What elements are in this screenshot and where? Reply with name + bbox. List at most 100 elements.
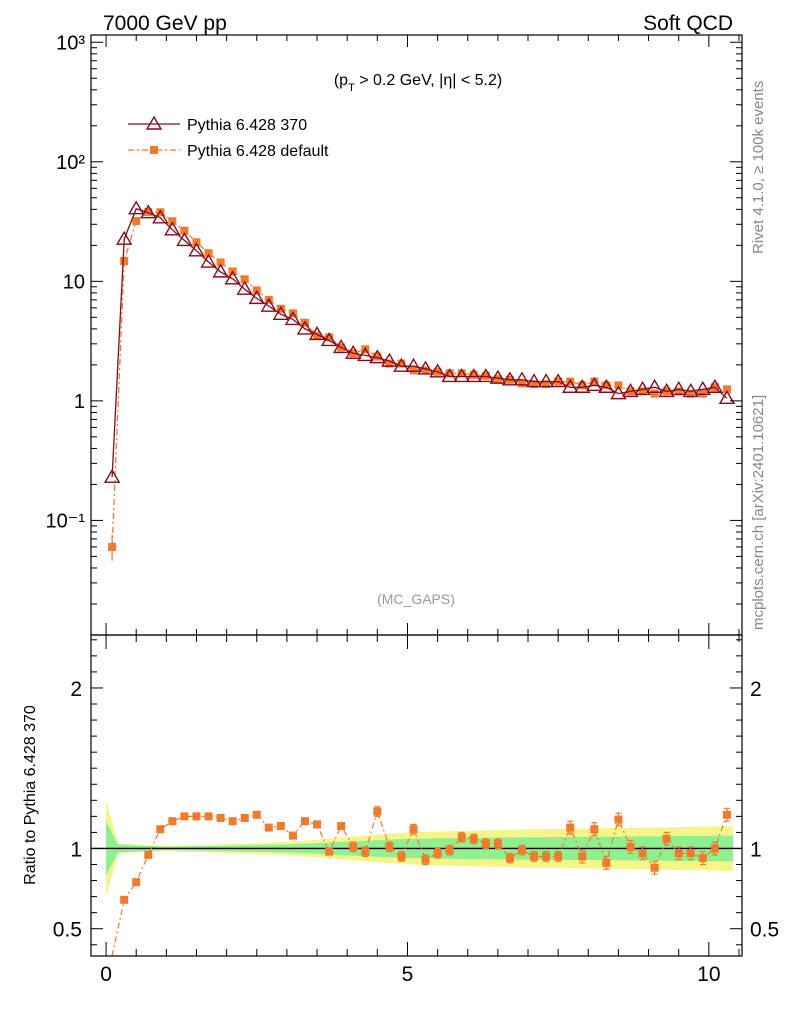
series-default-point bbox=[385, 359, 394, 368]
series-370-point bbox=[140, 204, 157, 219]
ratio-point bbox=[566, 823, 575, 832]
ratio-point bbox=[228, 817, 237, 826]
series-default-point bbox=[192, 238, 201, 247]
legend: Pythia 6.428 370 Pythia 6.428 default bbox=[128, 115, 329, 160]
series-default-point bbox=[120, 256, 129, 265]
ratio-plot-area bbox=[91, 800, 742, 957]
ratio-point bbox=[638, 849, 647, 858]
series-370-point bbox=[272, 305, 290, 320]
ratio-y-tick-label-left: 0.5 bbox=[53, 919, 82, 942]
series-370-point bbox=[260, 297, 278, 312]
series-370-point bbox=[103, 468, 121, 483]
series-370-point bbox=[489, 369, 507, 384]
legend-default-label: Pythia 6.428 default bbox=[187, 143, 329, 160]
series-370-point bbox=[284, 311, 302, 326]
ratio-point bbox=[204, 812, 213, 821]
series-370-point bbox=[429, 363, 446, 378]
series-default-point bbox=[722, 385, 731, 394]
ratio-point bbox=[180, 812, 189, 821]
series-default-point bbox=[638, 387, 647, 396]
series-default-point bbox=[542, 380, 551, 389]
ratio-point bbox=[626, 842, 635, 851]
series-370-point bbox=[115, 230, 133, 245]
series-370-point bbox=[224, 270, 241, 285]
series-370-point bbox=[393, 357, 410, 372]
series-default-point bbox=[578, 381, 587, 390]
header-right: Soft QCD bbox=[643, 12, 733, 35]
series-370-point bbox=[369, 349, 386, 364]
series-default-point bbox=[457, 369, 466, 378]
ratio-point bbox=[554, 852, 563, 861]
ratio-point bbox=[300, 817, 309, 826]
ratio-point bbox=[433, 849, 442, 858]
ratio-point bbox=[409, 825, 418, 834]
ratio-point bbox=[361, 847, 370, 856]
legend-370-label: Pythia 6.428 370 bbox=[187, 117, 307, 134]
series-370-point bbox=[248, 289, 265, 305]
series-370-point bbox=[465, 368, 482, 383]
series-370-point bbox=[682, 383, 699, 398]
ratio-point bbox=[722, 810, 731, 819]
series-default-point bbox=[276, 304, 285, 313]
ratio-point bbox=[144, 850, 153, 859]
ratio-x-tick-label: 5 bbox=[402, 963, 414, 986]
series-370-point bbox=[477, 368, 495, 383]
ratio-tick-labels: 2 2 1 1 0.5 0.5 0 5 10 bbox=[53, 678, 779, 986]
main-y-tick-label: 1 bbox=[74, 391, 85, 413]
series-default-point bbox=[397, 359, 406, 368]
ratio-point bbox=[530, 852, 539, 861]
series-370-point bbox=[344, 344, 362, 360]
series-default-point bbox=[650, 389, 659, 398]
ratio-point bbox=[469, 834, 478, 843]
main-y-tick-label: 10 bbox=[63, 271, 85, 293]
ratio-point bbox=[662, 834, 671, 843]
ratio-point bbox=[421, 855, 430, 864]
series-default-point bbox=[180, 226, 189, 235]
series-370-point bbox=[598, 378, 615, 393]
main-y-tick-label: 10⁻¹ bbox=[46, 510, 86, 532]
series-default-point bbox=[421, 366, 430, 375]
ratio-point bbox=[445, 846, 454, 855]
ratio-ylabel: Ratio to Pythia 6.428 370 bbox=[22, 705, 39, 885]
ratio-point bbox=[493, 839, 502, 848]
legend-370-marker bbox=[145, 115, 163, 130]
mcplots-label: mcplots.cern.ch [arXiv:2401.10621] bbox=[750, 395, 767, 630]
ratio-y-tick-label-left: 2 bbox=[70, 678, 82, 701]
ratio-x-tick-label: 10 bbox=[697, 963, 720, 986]
series-370-point bbox=[357, 347, 374, 362]
series-370-point bbox=[320, 332, 338, 347]
analysis-watermark: (MC_GAPS) bbox=[377, 591, 455, 607]
ratio-point bbox=[337, 821, 346, 830]
legend-default-marker bbox=[150, 146, 158, 154]
ratio-axis-ticks bbox=[91, 635, 742, 956]
series-370-point bbox=[164, 221, 181, 236]
series-370-point bbox=[658, 383, 675, 398]
series-370-line bbox=[111, 207, 728, 478]
ratio-point bbox=[698, 854, 707, 863]
ratio-point bbox=[216, 813, 225, 822]
series-370-point bbox=[236, 280, 253, 295]
series-default-point bbox=[240, 275, 249, 284]
series-default-point bbox=[469, 370, 478, 379]
ratio-point bbox=[349, 842, 358, 851]
series-default-point bbox=[325, 333, 334, 342]
ratio-y-tick-label-right: 1 bbox=[750, 838, 762, 861]
ratio-y-tick-label-right: 0.5 bbox=[750, 919, 779, 942]
ratio-point bbox=[252, 810, 261, 819]
series-370-point bbox=[332, 339, 350, 354]
series-370-point bbox=[574, 378, 591, 393]
main-y-tick-labels: 10³ 10² 10 1 10⁻¹ bbox=[46, 32, 86, 532]
series-default-point bbox=[481, 371, 490, 380]
series-default-line bbox=[111, 211, 728, 547]
ratio-point bbox=[517, 846, 526, 855]
ratio-point bbox=[614, 815, 623, 824]
ratio-point bbox=[385, 842, 394, 851]
ratio-point bbox=[240, 813, 249, 822]
series-370-point bbox=[610, 385, 627, 400]
series-370-point bbox=[706, 378, 724, 393]
ratio-panel: 2 2 1 1 0.5 0.5 0 5 10 bbox=[53, 634, 779, 986]
ratio-point bbox=[264, 823, 273, 832]
series-default-point bbox=[108, 542, 117, 551]
series-370-point bbox=[513, 371, 531, 386]
ratio-point bbox=[505, 854, 514, 863]
